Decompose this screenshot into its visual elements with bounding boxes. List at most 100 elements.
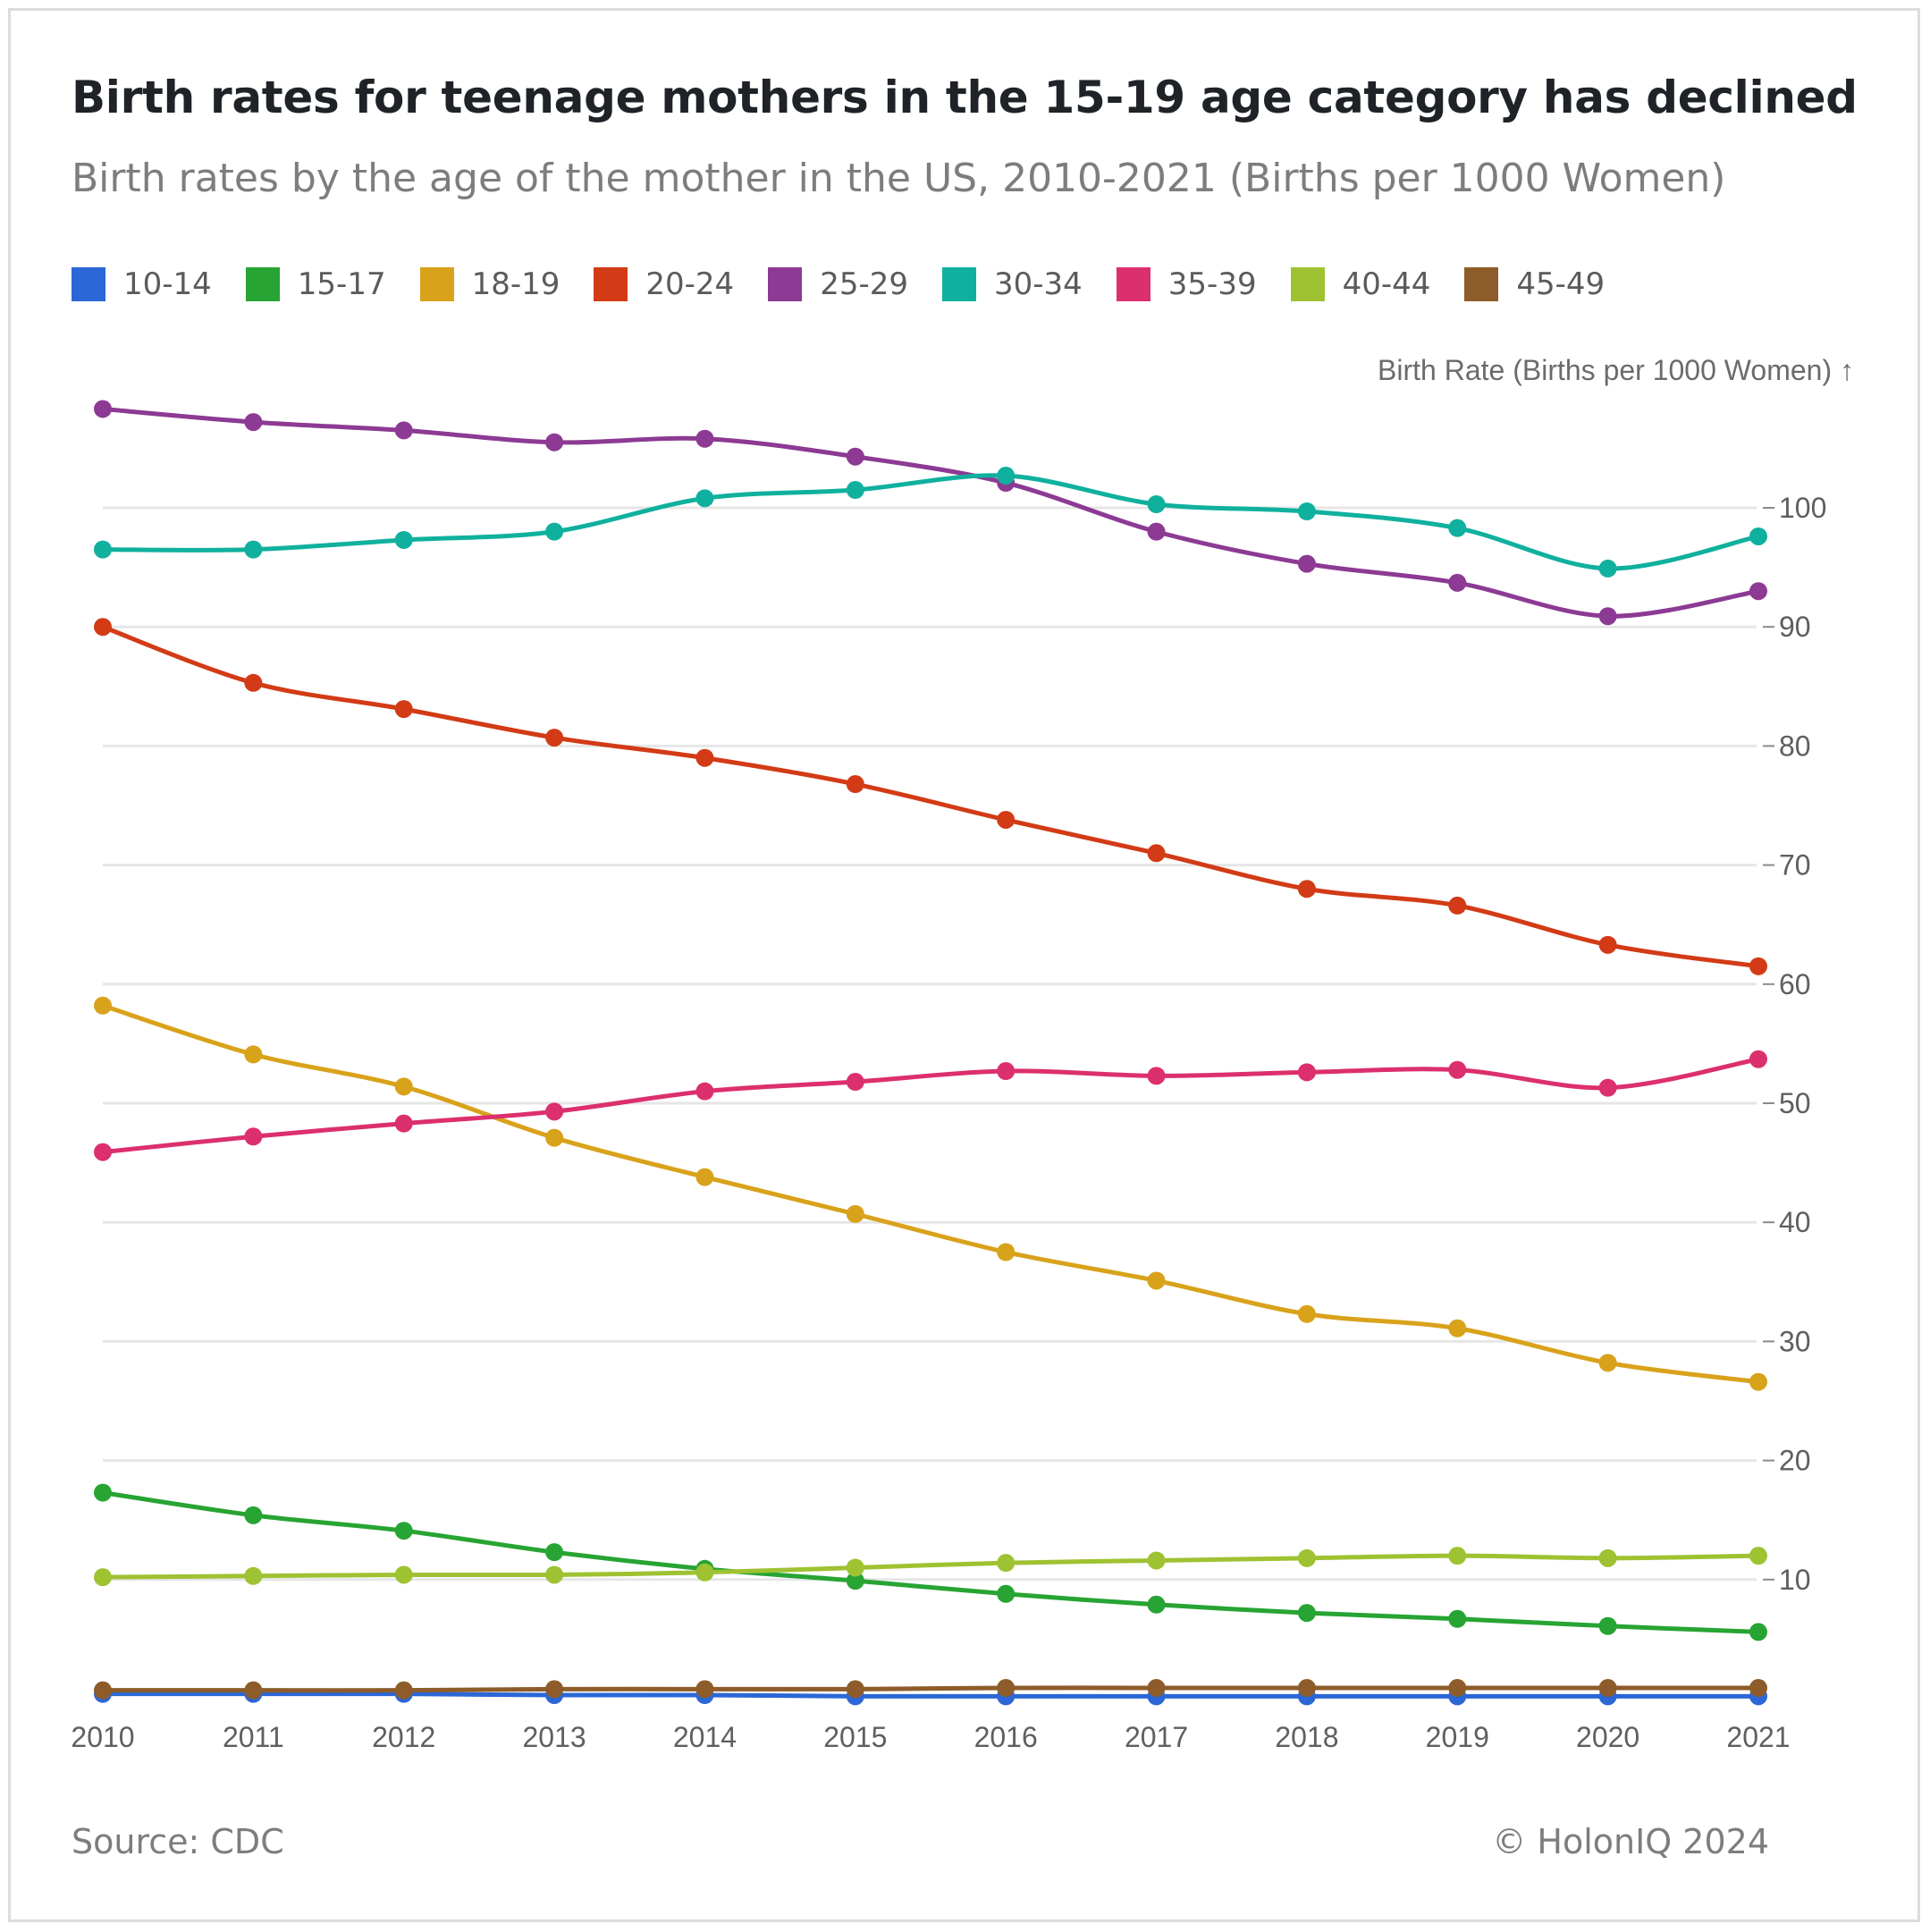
data-point[interactable]: [394, 1681, 413, 1700]
data-point[interactable]: [997, 1554, 1016, 1573]
data-point[interactable]: [695, 1168, 714, 1186]
data-point[interactable]: [244, 1681, 263, 1700]
data-point[interactable]: [545, 1565, 564, 1584]
data-point[interactable]: [1448, 1679, 1467, 1698]
data-point[interactable]: [695, 1680, 714, 1699]
data-point[interactable]: [1147, 1067, 1166, 1085]
data-point[interactable]: [1297, 1604, 1316, 1623]
data-point[interactable]: [1147, 1551, 1166, 1570]
data-point[interactable]: [695, 1082, 714, 1101]
data-point[interactable]: [1598, 1354, 1617, 1372]
data-point[interactable]: [846, 1073, 864, 1092]
data-point[interactable]: [1297, 880, 1316, 899]
data-point[interactable]: [394, 1077, 413, 1096]
data-point[interactable]: [94, 1143, 112, 1161]
data-point[interactable]: [545, 729, 564, 747]
data-point[interactable]: [997, 810, 1016, 829]
data-point[interactable]: [1749, 1050, 1767, 1068]
data-point[interactable]: [1448, 573, 1467, 592]
data-point[interactable]: [1749, 582, 1767, 601]
data-point[interactable]: [1749, 957, 1767, 975]
data-point[interactable]: [244, 413, 263, 432]
data-point[interactable]: [1297, 502, 1316, 520]
data-point[interactable]: [94, 540, 112, 559]
data-point[interactable]: [1448, 1060, 1467, 1079]
data-point[interactable]: [94, 1568, 112, 1587]
legend-item-10-14[interactable]: 10-14: [72, 266, 212, 302]
data-point[interactable]: [244, 540, 263, 559]
data-point[interactable]: [1598, 559, 1617, 578]
data-point[interactable]: [545, 522, 564, 541]
data-point[interactable]: [695, 489, 714, 508]
data-point[interactable]: [1448, 896, 1467, 915]
data-point[interactable]: [1749, 527, 1767, 545]
data-point[interactable]: [244, 1127, 263, 1146]
data-point[interactable]: [394, 1522, 413, 1540]
data-point[interactable]: [1749, 1679, 1767, 1698]
data-point[interactable]: [394, 1565, 413, 1584]
legend-item-18-19[interactable]: 18-19: [419, 266, 560, 302]
data-point[interactable]: [545, 1543, 564, 1562]
data-point[interactable]: [394, 700, 413, 719]
data-point[interactable]: [545, 433, 564, 451]
data-point[interactable]: [1598, 1548, 1617, 1567]
data-point[interactable]: [846, 775, 864, 794]
data-point[interactable]: [545, 1680, 564, 1699]
data-point[interactable]: [1598, 607, 1617, 626]
data-point[interactable]: [1297, 1679, 1316, 1698]
data-point[interactable]: [394, 530, 413, 549]
data-point[interactable]: [1598, 1616, 1617, 1635]
data-point[interactable]: [244, 1506, 263, 1524]
data-point[interactable]: [1598, 1679, 1617, 1698]
data-point[interactable]: [997, 1679, 1016, 1698]
data-point[interactable]: [244, 1045, 263, 1064]
legend-item-40-44[interactable]: 40-44: [1290, 266, 1430, 302]
data-point[interactable]: [94, 996, 112, 1015]
data-point[interactable]: [1749, 1623, 1767, 1641]
data-point[interactable]: [545, 1102, 564, 1121]
data-point[interactable]: [997, 467, 1016, 485]
data-point[interactable]: [695, 748, 714, 767]
data-point[interactable]: [244, 673, 263, 692]
data-point[interactable]: [695, 1563, 714, 1582]
data-point[interactable]: [1297, 1548, 1316, 1567]
data-point[interactable]: [695, 429, 714, 448]
data-point[interactable]: [1147, 522, 1166, 541]
data-point[interactable]: [1147, 844, 1166, 863]
data-point[interactable]: [94, 618, 112, 637]
data-point[interactable]: [1147, 1679, 1166, 1698]
data-point[interactable]: [94, 1483, 112, 1502]
legend-item-25-29[interactable]: 25-29: [768, 266, 908, 302]
data-point[interactable]: [94, 1681, 112, 1700]
data-point[interactable]: [1448, 1609, 1467, 1628]
data-point[interactable]: [545, 1128, 564, 1147]
legend-item-35-39[interactable]: 35-39: [1116, 266, 1257, 302]
legend-item-30-34[interactable]: 30-34: [941, 266, 1083, 302]
legend-item-20-24[interactable]: 20-24: [594, 266, 734, 302]
data-point[interactable]: [846, 1680, 864, 1699]
legend-item-45-49[interactable]: 45-49: [1464, 266, 1605, 302]
data-point[interactable]: [1448, 1547, 1467, 1565]
data-point[interactable]: [1448, 519, 1467, 537]
data-point[interactable]: [846, 1558, 864, 1577]
data-point[interactable]: [1297, 1304, 1316, 1323]
data-point[interactable]: [1147, 495, 1166, 514]
data-point[interactable]: [394, 421, 413, 440]
data-point[interactable]: [1297, 554, 1316, 573]
data-point[interactable]: [997, 1062, 1016, 1081]
data-point[interactable]: [846, 447, 864, 466]
data-point[interactable]: [997, 1584, 1016, 1603]
legend-item-15-17[interactable]: 15-17: [245, 266, 386, 302]
data-point[interactable]: [394, 1114, 413, 1133]
data-point[interactable]: [846, 481, 864, 500]
data-point[interactable]: [1147, 1595, 1166, 1614]
data-point[interactable]: [1448, 1319, 1467, 1337]
data-point[interactable]: [846, 1572, 864, 1590]
data-point[interactable]: [1749, 1372, 1767, 1391]
data-point[interactable]: [1147, 1271, 1166, 1290]
data-point[interactable]: [1749, 1547, 1767, 1565]
data-point[interactable]: [94, 400, 112, 418]
data-point[interactable]: [846, 1204, 864, 1223]
data-point[interactable]: [997, 1243, 1016, 1261]
data-point[interactable]: [1598, 935, 1617, 954]
